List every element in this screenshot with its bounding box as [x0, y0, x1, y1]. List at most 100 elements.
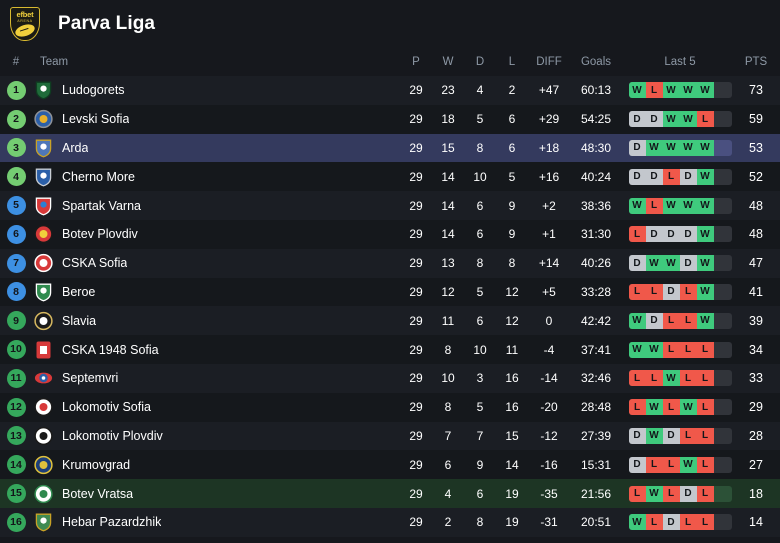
form-result-l[interactable]: L	[662, 312, 680, 329]
form-result-w[interactable]: W	[696, 255, 714, 272]
form-result-d[interactable]: D	[662, 514, 680, 531]
form-result-l[interactable]: L	[628, 399, 646, 416]
form-result-w[interactable]: W	[662, 82, 680, 99]
table-row[interactable]: 3 Arda 29 15 8 6 +18 48:30 D W W W W 53	[0, 133, 780, 163]
form-result-l[interactable]: L	[696, 111, 714, 128]
form-result-l[interactable]: L	[645, 82, 663, 99]
form-result-w[interactable]: W	[628, 312, 646, 329]
team-cell[interactable]: Botev Plovdiv	[30, 224, 400, 244]
form-result-d[interactable]: D	[628, 427, 646, 444]
table-row[interactable]: 16 Hebar Pazardzhik 29 2 8 19 -31 20:51 W L D L L 14	[0, 507, 780, 537]
form-result-w[interactable]: W	[628, 197, 646, 214]
form-result-w[interactable]: W	[645, 255, 663, 272]
form-result-l[interactable]: L	[628, 283, 646, 300]
form-result-d[interactable]: D	[645, 168, 663, 185]
form-result-w[interactable]: W	[628, 341, 646, 358]
form-result-w[interactable]: W	[679, 197, 697, 214]
table-row[interactable]: 14 Krumovgrad 29 6 9 14 -16 15:31 D L L W L 27	[0, 450, 780, 480]
form-result-l[interactable]: L	[696, 370, 714, 387]
table-row[interactable]: 10 CSKA 1948 Sofia 29 8 10 11 -4 37:41 W W L L L 34	[0, 335, 780, 364]
form-result-w[interactable]: W	[696, 139, 714, 156]
form-result-w[interactable]: W	[679, 82, 697, 99]
form-result-d[interactable]: D	[628, 168, 646, 185]
form-result-w[interactable]: W	[662, 255, 680, 272]
form-result-d[interactable]: D	[679, 485, 697, 502]
team-cell[interactable]: Hebar Pazardzhik	[30, 512, 400, 532]
team-cell[interactable]: Krumovgrad	[30, 455, 400, 475]
table-row[interactable]: 11 Septemvri 29 10 3 16 -14 32:46 L L W L L 33	[0, 363, 780, 393]
form-result-l[interactable]: L	[628, 370, 646, 387]
form-result-w[interactable]: W	[696, 283, 714, 300]
team-cell[interactable]: Beroe	[30, 282, 400, 302]
form-result-l[interactable]: L	[696, 341, 714, 358]
form-result-d[interactable]: D	[628, 139, 646, 156]
form-result-l[interactable]: L	[662, 485, 680, 502]
form-result-w[interactable]: W	[645, 139, 663, 156]
form-result-w[interactable]: W	[662, 197, 680, 214]
form-result-l[interactable]: L	[679, 427, 697, 444]
form-result-l[interactable]: L	[662, 168, 680, 185]
form-result-l[interactable]: L	[696, 399, 714, 416]
form-result-d[interactable]: D	[628, 456, 646, 473]
team-cell[interactable]: Arda	[30, 138, 400, 158]
form-result-w[interactable]: W	[679, 456, 697, 473]
form-result-w[interactable]: W	[645, 341, 663, 358]
form-result-w[interactable]: W	[645, 427, 663, 444]
form-result-d[interactable]: D	[645, 312, 663, 329]
table-row[interactable]: 13 Lokomotiv Plovdiv 29 7 7 15 -12 27:39 D W D L L 28	[0, 421, 780, 451]
form-result-d[interactable]: D	[662, 226, 680, 243]
table-row[interactable]: 7 CSKA Sofia 29 13 8 8 +14 40:26 D W W D W 47	[0, 248, 780, 278]
form-result-l[interactable]: L	[645, 514, 663, 531]
form-result-w[interactable]: W	[645, 399, 663, 416]
team-cell[interactable]: Lokomotiv Plovdiv	[30, 426, 400, 446]
form-result-w[interactable]: W	[696, 226, 714, 243]
form-result-l[interactable]: L	[696, 514, 714, 531]
table-row[interactable]: 2 Levski Sofia 29 18 5 6 +29 54:25 D D W W L 59	[0, 104, 780, 134]
form-result-d[interactable]: D	[662, 283, 680, 300]
form-result-l[interactable]: L	[645, 370, 663, 387]
form-result-d[interactable]: D	[628, 255, 646, 272]
form-result-l[interactable]: L	[679, 514, 697, 531]
form-result-w[interactable]: W	[696, 168, 714, 185]
table-row[interactable]: 5 Spartak Varna 29 14 6 9 +2 38:36 W L W W W 48	[0, 191, 780, 220]
table-row[interactable]: 4 Cherno More 29 14 10 5 +16 40:24 D D L D W 52	[0, 162, 780, 192]
table-row[interactable]: 15 Botev Vratsa 29 4 6 19 -35 21:56 L W L D L 18	[0, 479, 780, 508]
form-result-l[interactable]: L	[696, 485, 714, 502]
form-result-l[interactable]: L	[645, 197, 663, 214]
form-result-l[interactable]: L	[696, 456, 714, 473]
form-result-w[interactable]: W	[662, 370, 680, 387]
form-result-w[interactable]: W	[679, 139, 697, 156]
team-cell[interactable]: Lokomotiv Sofia	[30, 397, 400, 417]
form-result-l[interactable]: L	[696, 427, 714, 444]
form-result-d[interactable]: D	[645, 226, 663, 243]
form-result-w[interactable]: W	[696, 82, 714, 99]
table-row[interactable]: 9 Slavia 29 11 6 12 0 42:42 W D L L W 39	[0, 306, 780, 336]
form-result-w[interactable]: W	[662, 111, 680, 128]
form-result-d[interactable]: D	[628, 111, 646, 128]
table-row[interactable]: 1 Ludogorets 29 23 4 2 +47 60:13 W L W W W 73	[0, 76, 780, 105]
team-cell[interactable]: Ludogorets	[30, 80, 400, 100]
team-cell[interactable]: Cherno More	[30, 167, 400, 187]
form-result-w[interactable]: W	[696, 197, 714, 214]
form-result-w[interactable]: W	[679, 111, 697, 128]
team-cell[interactable]: CSKA 1948 Sofia	[30, 340, 400, 360]
form-result-l[interactable]: L	[628, 485, 646, 502]
form-result-d[interactable]: D	[662, 427, 680, 444]
form-result-w[interactable]: W	[696, 312, 714, 329]
form-result-l[interactable]: L	[679, 283, 697, 300]
form-result-w[interactable]: W	[628, 82, 646, 99]
form-result-w[interactable]: W	[662, 139, 680, 156]
form-result-w[interactable]: W	[628, 514, 646, 531]
team-cell[interactable]: Slavia	[30, 311, 400, 331]
form-result-l[interactable]: L	[679, 370, 697, 387]
team-cell[interactable]: Spartak Varna	[30, 196, 400, 216]
table-row[interactable]: 12 Lokomotiv Sofia 29 8 5 16 -20 28:48 L W L W L 29	[0, 392, 780, 422]
form-result-l[interactable]: L	[662, 399, 680, 416]
form-result-w[interactable]: W	[679, 399, 697, 416]
table-row[interactable]: 8 Beroe 29 12 5 12 +5 33:28 L L D L W 41	[0, 277, 780, 307]
team-cell[interactable]: CSKA Sofia	[30, 253, 400, 273]
team-cell[interactable]: Botev Vratsa	[30, 484, 400, 504]
form-result-d[interactable]: D	[679, 168, 697, 185]
form-result-l[interactable]: L	[662, 341, 680, 358]
form-result-d[interactable]: D	[679, 255, 697, 272]
